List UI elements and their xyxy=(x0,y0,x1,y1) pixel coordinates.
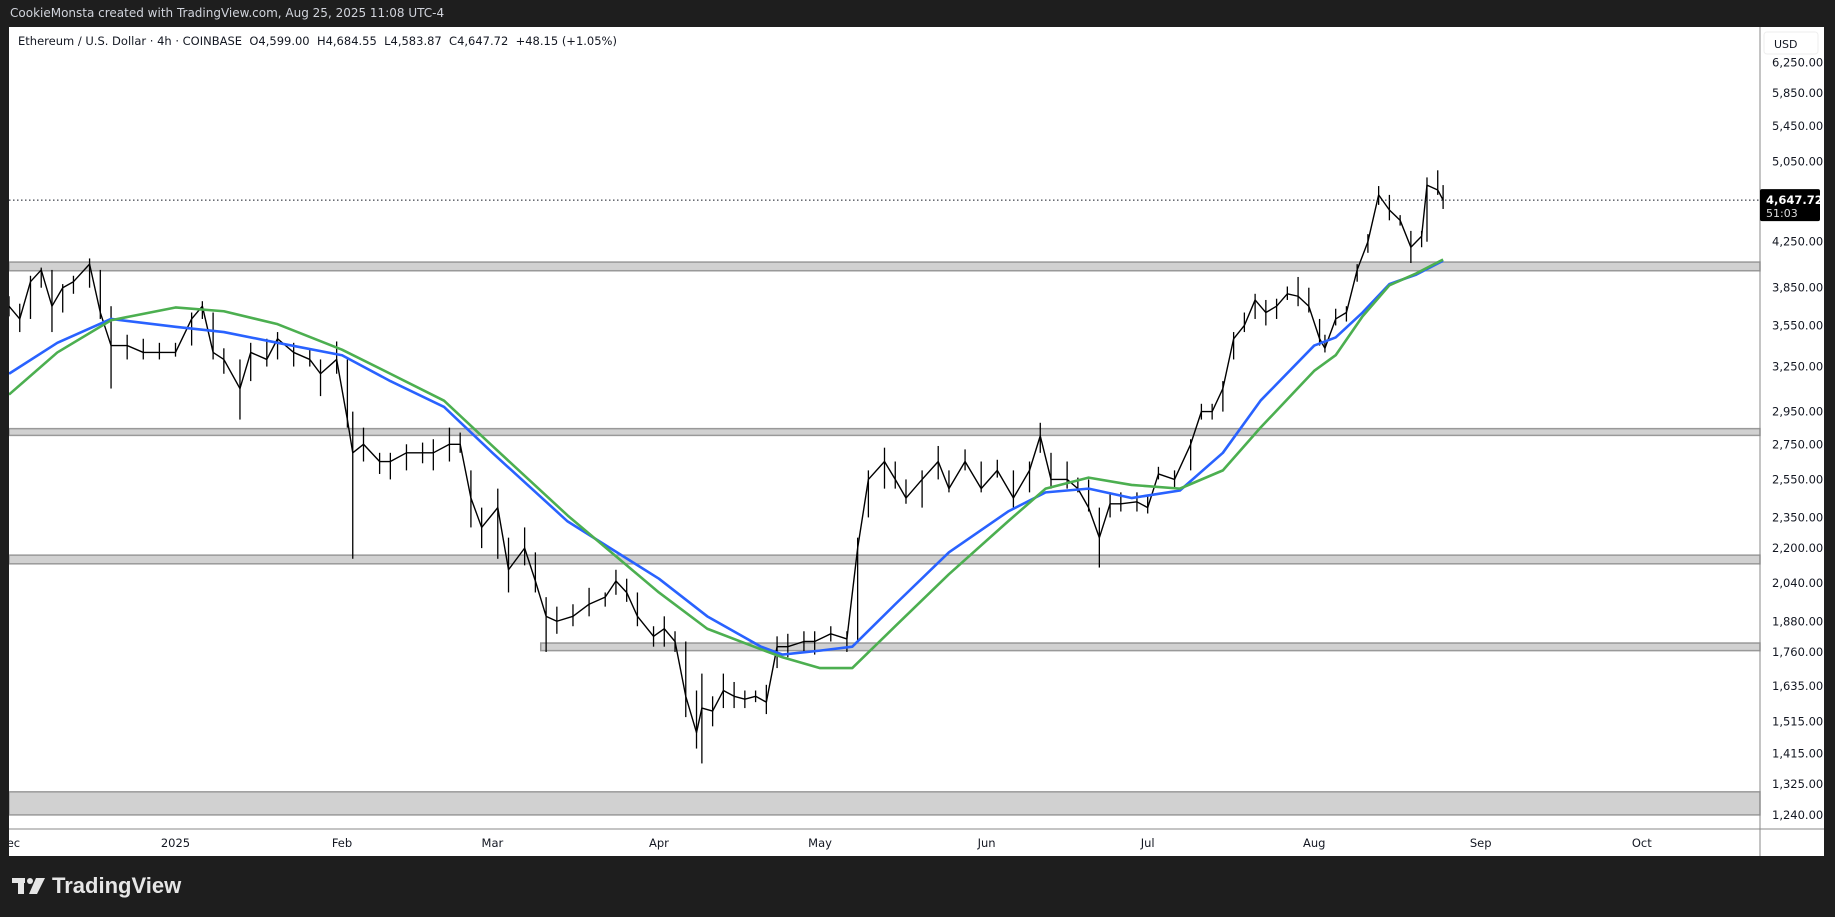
support-resistance-zone[interactable] xyxy=(539,642,1761,652)
time-tick-label: Sep xyxy=(1470,836,1492,850)
legend-change: +48.15 (+1.05%) xyxy=(515,34,617,48)
support-resistance-zone[interactable] xyxy=(8,554,1761,565)
time-tick-label: Mar xyxy=(482,836,504,850)
time-tick-label: Oct xyxy=(1632,836,1652,850)
currency-button[interactable] xyxy=(1763,31,1819,55)
price-tick-label: 1,240.00 xyxy=(1772,808,1823,822)
price-tick-label: 5,450.00 xyxy=(1772,119,1823,133)
moving-average-blue-line[interactable] xyxy=(8,259,1444,656)
price-tick-label: 3,850.00 xyxy=(1772,281,1823,295)
price-tick-label: 2,950.00 xyxy=(1772,405,1823,419)
time-tick-label: Apr xyxy=(649,836,669,850)
tradingview-logo[interactable]: TradingView xyxy=(12,873,182,898)
price-tick-label: 1,760.00 xyxy=(1772,645,1823,659)
chart-panel[interactable] xyxy=(9,27,1824,856)
price-tick-label: 4,250.00 xyxy=(1772,235,1823,249)
tradingview-logo-icon xyxy=(12,878,45,894)
price-tick-label: 1,515.00 xyxy=(1772,715,1823,729)
price-tick-label: 5,850.00 xyxy=(1772,86,1823,100)
attribution-bar: CookieMonsta created with TradingView.co… xyxy=(0,0,1835,27)
support-resistance-zone[interactable] xyxy=(8,427,1761,437)
price-tick-label: 2,350.00 xyxy=(1772,510,1823,524)
price-tick-label: 2,200.00 xyxy=(1772,541,1823,555)
price-tick-label: 6,250.00 xyxy=(1772,55,1823,69)
price-tick-label: 1,880.00 xyxy=(1772,614,1823,628)
price-tick-label: 2,750.00 xyxy=(1772,437,1823,451)
time-tick-label: 2025 xyxy=(161,836,190,850)
price-line xyxy=(8,184,1444,734)
symbol-name: Ethereum / U.S. Dollar · 4h · COINBASE xyxy=(18,34,243,48)
legend-close: C4,647.72 xyxy=(449,34,509,48)
attribution-text: CookieMonsta created with TradingView.co… xyxy=(10,6,445,20)
moving-average-green-line[interactable] xyxy=(8,258,1444,670)
legend-low: L4,583.87 xyxy=(384,34,442,48)
currency-label: USD xyxy=(1774,38,1798,51)
time-tick-label: May xyxy=(808,836,832,850)
price-tick-label: 3,550.00 xyxy=(1772,318,1823,332)
time-tick-label: Aug xyxy=(1303,836,1325,850)
symbol-legend: Ethereum / U.S. Dollar · 4h · COINBASE O… xyxy=(18,34,617,48)
support-resistance-zone[interactable] xyxy=(8,791,1761,816)
legend-open: O4,599.00 xyxy=(249,34,310,48)
legend-high: H4,684.55 xyxy=(316,34,377,48)
tradingview-logo-text: TradingView xyxy=(52,873,182,898)
price-tick-label: 1,415.00 xyxy=(1772,746,1823,760)
chart-left-edge xyxy=(0,27,9,856)
support-resistance-zone[interactable] xyxy=(8,261,1761,272)
price-tick-label: 2,040.00 xyxy=(1772,576,1823,590)
price-tick-label: 5,050.00 xyxy=(1772,154,1823,168)
last-price-value: 4,647.72 xyxy=(1766,193,1823,207)
time-tick-label: Jun xyxy=(977,836,996,850)
price-tick-label: 1,325.00 xyxy=(1772,777,1823,791)
last-price-badge xyxy=(1760,189,1820,222)
bar-countdown: 51:03 xyxy=(1766,207,1798,220)
price-tick-label: 1,635.00 xyxy=(1772,679,1823,693)
price-tick-label: 2,550.00 xyxy=(1772,472,1823,486)
price-tick-label: 3,250.00 xyxy=(1772,360,1823,374)
time-tick-label: Feb xyxy=(332,836,352,850)
time-tick-label: Jul xyxy=(1140,836,1155,850)
